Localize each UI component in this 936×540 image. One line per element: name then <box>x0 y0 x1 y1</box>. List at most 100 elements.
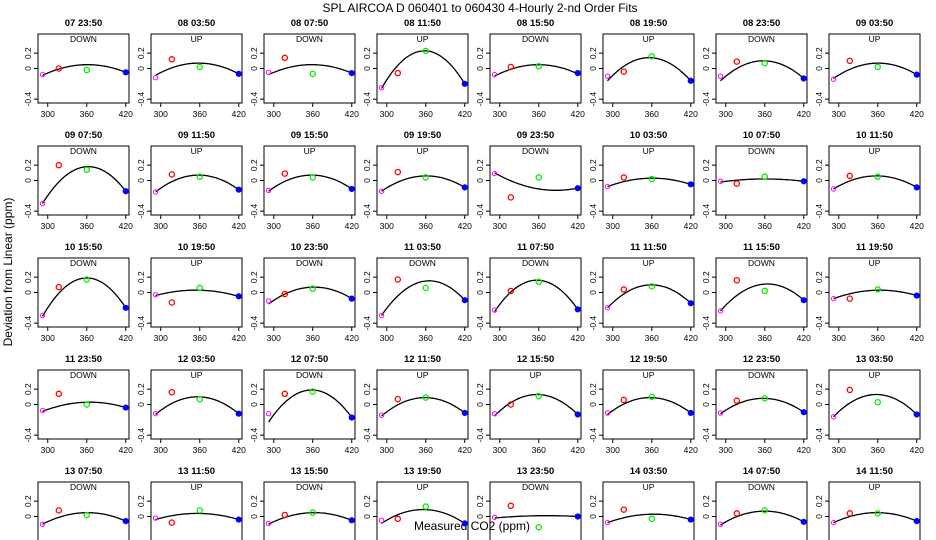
x-tick-label: 300 <box>154 333 168 343</box>
y-tick-label: 0 <box>475 178 485 183</box>
panel-title: 14 03:50 <box>630 466 668 477</box>
panel-direction: DOWN <box>748 34 775 44</box>
panel-direction: UP <box>191 146 203 156</box>
x-tick-label: 420 <box>232 109 246 119</box>
mid-tank-point <box>535 523 543 531</box>
panel-direction: DOWN <box>70 146 97 156</box>
low-tank-point <box>281 54 289 62</box>
panel-frame <box>828 33 921 104</box>
x-tick-label: 360 <box>80 221 94 231</box>
panel-title: 10 15:50 <box>65 242 103 253</box>
panel-direction: DOWN <box>296 482 323 492</box>
x-tick-label: 360 <box>645 221 659 231</box>
panel: 12 11:50 UP -0.4 0 0.2 300 360 420 <box>362 354 472 455</box>
panel-direction: UP <box>643 370 655 380</box>
y-tick-label: 0.2 <box>814 383 824 395</box>
panel-frame <box>263 145 356 216</box>
panel-direction: DOWN <box>748 258 775 268</box>
x-tick-label: 300 <box>832 109 846 119</box>
x-tick-label: 360 <box>758 333 772 343</box>
panel: 10 19:50 UP -0.4 0 0.2 300 360 420 <box>136 242 246 343</box>
low-end-tank-point <box>265 520 272 527</box>
panel-title: 08 07:50 <box>291 18 329 29</box>
reference-tank-point <box>348 185 355 193</box>
x-tick-label: 300 <box>606 445 620 455</box>
y-tick-label: -0.4 <box>588 92 598 107</box>
y-tick-label: -0.4 <box>814 316 824 331</box>
mid-tank-point <box>535 392 543 400</box>
x-tick-label: 420 <box>571 333 585 343</box>
y-tick-label: 0.2 <box>362 47 372 59</box>
low-tank-point <box>507 401 515 408</box>
x-tick-label: 420 <box>910 445 924 455</box>
panel-title: 11 19:50 <box>856 242 893 253</box>
y-tick-label: -0.4 <box>249 204 259 219</box>
panel: 07 23:50 DOWN -0.4 0 0.2 300 360 420 <box>23 18 133 119</box>
y-tick-label: 0.2 <box>249 47 259 59</box>
panel: 11 07:50 DOWN -0.4 0 0.2 300 360 420 <box>475 242 585 343</box>
x-tick-label: 420 <box>345 109 359 119</box>
y-tick-label: 0 <box>249 66 259 71</box>
y-tick-label: 0.2 <box>701 495 711 507</box>
panel-frame <box>602 33 695 104</box>
x-tick-label: 360 <box>758 109 772 119</box>
panel-title: 09 23:50 <box>517 130 555 141</box>
y-tick-label: 0.2 <box>475 495 485 507</box>
x-tick-label: 300 <box>380 221 394 231</box>
low-end-tank-point <box>265 69 272 76</box>
y-tick-label: 0 <box>362 402 372 407</box>
fit-curve <box>494 172 578 191</box>
panel-direction: UP <box>417 34 429 44</box>
x-tick-label: 300 <box>380 445 394 455</box>
y-tick-label: 0.2 <box>588 495 598 507</box>
low-end-tank-point <box>265 411 272 417</box>
x-tick-label: 300 <box>267 109 281 119</box>
y-tick-label: -0.4 <box>362 428 372 443</box>
low-end-tank-point <box>717 410 724 416</box>
panel: 08 07:50 DOWN -0.4 0 0.2 300 360 420 <box>249 18 359 119</box>
reference-tank-point <box>461 184 468 191</box>
panel-frame <box>489 257 582 328</box>
y-tick-label: -0.4 <box>475 316 485 331</box>
fit-curve <box>268 389 353 423</box>
reference-tank-point <box>461 520 468 527</box>
panel: 10 07:50 DOWN -0.4 0 0.2 300 360 420 <box>701 130 811 231</box>
low-end-tank-point <box>830 295 837 302</box>
panel-frame <box>715 369 808 440</box>
mid-tank-point <box>874 510 882 517</box>
x-tick-label: 360 <box>193 221 207 231</box>
x-tick-label: 360 <box>871 445 885 455</box>
low-end-tank-point <box>152 292 159 298</box>
panel-direction: UP <box>643 482 655 492</box>
y-tick-label: -0.4 <box>814 204 824 219</box>
panel-title: 14 11:50 <box>856 466 893 477</box>
low-end-tank-point <box>152 411 159 417</box>
x-tick-label: 420 <box>458 445 472 455</box>
y-tick-label: 0 <box>23 514 33 519</box>
y-tick-label: 0 <box>23 402 33 407</box>
x-tick-label: 420 <box>232 221 246 231</box>
reference-tank-point <box>235 70 242 77</box>
panel-direction: UP <box>869 370 881 380</box>
x-tick-label: 420 <box>458 333 472 343</box>
x-tick-label: 300 <box>41 445 55 455</box>
x-tick-label: 360 <box>306 445 320 455</box>
x-tick-label: 420 <box>232 333 246 343</box>
panel-title: 13 15:50 <box>291 466 329 477</box>
low-tank-point <box>55 283 63 291</box>
panel-direction: UP <box>417 370 429 380</box>
low-tank-point <box>394 515 402 523</box>
panel-title: 08 03:50 <box>178 18 216 29</box>
y-tick-label: -0.4 <box>701 428 711 443</box>
panel-frame <box>376 257 469 328</box>
low-end-tank-point <box>378 188 385 194</box>
panel-frame <box>150 369 243 440</box>
x-tick-label: 300 <box>719 221 733 231</box>
fit-curve <box>720 178 804 183</box>
y-tick-label: 0.2 <box>136 271 146 283</box>
low-end-tank-point <box>491 514 498 520</box>
reference-tank-point <box>687 516 694 523</box>
mid-tank-point <box>422 47 429 55</box>
